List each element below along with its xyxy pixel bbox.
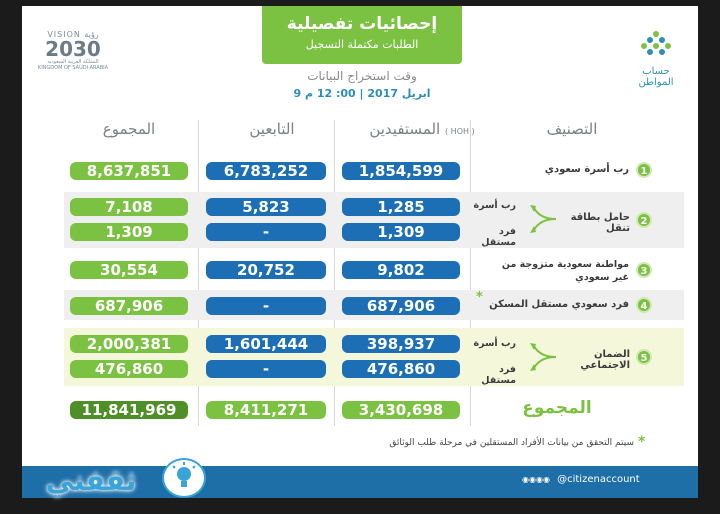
dependents-value: 20,752	[206, 261, 326, 279]
column-divider	[198, 120, 199, 426]
beneficiaries-value: 9,802	[342, 261, 460, 279]
table-row: 687,906 - 687,906 * فرد سعودي مستقل المس…	[64, 290, 684, 320]
row-number: 3	[636, 262, 652, 278]
social-handle: ◉◉◉◉ @citizenaccount	[522, 474, 692, 485]
beneficiaries-value: 476,860	[342, 360, 460, 378]
dependents-value: 6,783,252	[206, 162, 326, 180]
table-row: 8,637,851 6,783,252 1,854,599 رب أسرة سع…	[64, 158, 684, 184]
watermark-brand: ثقفني	[45, 464, 137, 497]
social-handle-text: @citizenaccount	[557, 474, 640, 485]
col-head-beneficiaries-label: المستفيدين	[369, 120, 441, 138]
logo-name: حساب المواطن	[638, 66, 674, 88]
col-head-total: المجموع	[102, 120, 156, 138]
vision-2030-logo: VISION رؤية 2030 المملكة العربية السعودي…	[36, 30, 110, 71]
row-number: 4	[636, 297, 652, 313]
row-label: مواطنة سعودية متزوجة من غير سعودي	[501, 259, 629, 283]
branch-arrows-icon	[530, 343, 557, 371]
col-head-beneficiaries-tag: ( HOH )	[445, 127, 475, 136]
total-value: 30,554	[70, 261, 188, 279]
beneficiaries-value: 1,309	[342, 223, 460, 241]
dependents-value: 5,823	[206, 198, 326, 216]
dependents-value: 1,601,444	[206, 335, 326, 353]
social-icons: ◉◉◉◉	[522, 475, 550, 484]
total-value: 2,000,381	[70, 335, 188, 353]
sub-label: فرد مستقل	[481, 364, 516, 386]
citizen-account-logo: حساب المواطن	[626, 30, 686, 88]
sub-label: رب أسرة	[473, 200, 516, 211]
dependents-value: -	[206, 223, 326, 241]
table-row: 2,000,381 1,601,444 398,937 476,860 - 47…	[64, 328, 684, 386]
sub-label: فرد مستقل	[481, 226, 516, 248]
dependents-value: -	[206, 360, 326, 378]
total-value: 687,906	[70, 297, 188, 315]
total-value: 7,108	[70, 198, 188, 216]
citizen-account-logo-icon	[641, 31, 671, 55]
header-box: إحصائيات تفصيلية الطلبات مكتملة التسجيل	[262, 6, 462, 64]
column-divider	[470, 120, 471, 426]
col-head-category: التصنيف	[546, 120, 598, 138]
sub-label: رب أسرة	[473, 338, 516, 349]
total-value: 1,309	[70, 223, 188, 241]
row-label: رب أسرة سعودي	[544, 164, 629, 175]
row-number: 2	[636, 212, 652, 228]
grand-total-value: 11,841,969	[70, 401, 188, 419]
page-subtitle: الطلبات مكتملة التسجيل	[305, 38, 419, 51]
extraction-time-label: وقت استخراج البيانات	[307, 69, 417, 83]
total-value: 476,860	[70, 360, 188, 378]
dependents-total-value: 8,411,271	[206, 401, 326, 419]
beneficiaries-total-value: 3,430,698	[342, 401, 460, 419]
lightbulb-icon	[162, 458, 206, 498]
footer-bar	[22, 466, 698, 498]
beneficiaries-value: 1,854,599	[342, 162, 460, 180]
extraction-time-value: 9 ابريل 2017 | 00: 12 م	[293, 87, 431, 100]
row-number: 5	[636, 349, 652, 365]
vision-line3: المملكة العربية السعودية KINGDOM OF SAUD…	[37, 59, 109, 71]
row-label: الضمان الاجتماعي	[580, 349, 630, 371]
col-head-beneficiaries: المستفيدين ( HOH )	[352, 120, 492, 138]
beneficiaries-value: 1,285	[342, 198, 460, 216]
row-label: حامل بطاقة تنقل	[570, 212, 630, 234]
table-row: 7,108 5,823 1,285 1,309 - 1,309 رب أسرة …	[64, 192, 684, 248]
dependents-value: -	[206, 297, 326, 315]
beneficiaries-value: 398,937	[342, 335, 460, 353]
col-head-dependents: التابعين	[249, 120, 295, 138]
total-value: 8,637,851	[70, 162, 188, 180]
beneficiaries-value: 687,906	[342, 297, 460, 315]
lightbulb-icon-svg	[172, 462, 196, 487]
row-number: 1	[636, 162, 652, 178]
vision-line2: 2030	[45, 37, 101, 61]
row-label: فرد سعودي مستقل المسكن	[489, 299, 629, 310]
note-text: سيتم التحقق من بيانات الأفراد المستقلين …	[389, 438, 634, 448]
branch-arrows-icon	[530, 205, 557, 233]
totals-label: المجموع	[522, 398, 592, 418]
infographic-sheet: إحصائيات تفصيلية الطلبات مكتملة التسجيل …	[22, 6, 698, 498]
table-row: 30,554 20,752 9,802 مواطنة سعودية متزوجة…	[64, 256, 684, 284]
page-title: إحصائيات تفصيلية	[286, 14, 438, 34]
star-marker: *	[476, 290, 483, 305]
vision-line1: VISION رؤية	[47, 30, 99, 39]
column-divider	[334, 120, 335, 426]
note-star: *	[638, 434, 646, 450]
